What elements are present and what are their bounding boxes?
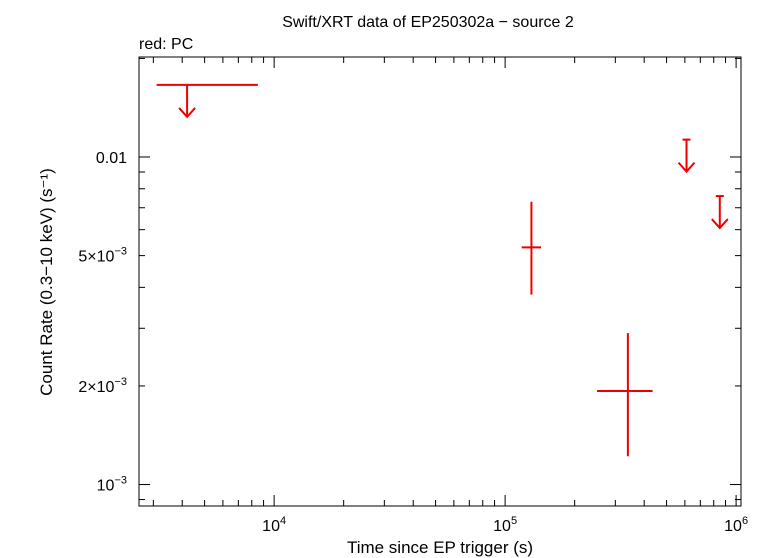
y-tick-label-base: 10 xyxy=(97,478,115,495)
x-tick-label-exponent: 5 xyxy=(511,515,517,527)
y-tick-label-base: 10 xyxy=(97,249,115,266)
y-axis-ticks xyxy=(139,57,741,501)
x-axis-tick-labels: 104 105 106 xyxy=(262,515,748,535)
upper-limit xyxy=(711,195,729,230)
x-tick-label: 104 xyxy=(262,515,286,535)
upper-limit xyxy=(677,138,696,174)
x-tick-label: 106 xyxy=(724,515,748,535)
y-tick-label: 5×10−3 xyxy=(78,246,127,266)
x-tick-label-base: 10 xyxy=(262,518,280,535)
y-axis-label: Count Rate (0.3−10 keV) (s⁻¹) xyxy=(37,168,56,396)
y-tick-label-exponent: −3 xyxy=(114,376,127,388)
y-tick-label: 2×10−3 xyxy=(78,376,127,396)
data-points xyxy=(156,83,729,457)
x-axis-ticks xyxy=(152,57,737,506)
chart-subtitle: red: PC xyxy=(139,36,193,53)
x-axis-label: Time since EP trigger (s) xyxy=(347,538,533,557)
x-tick-label-exponent: 6 xyxy=(742,515,748,527)
y-tick-label-exponent: −3 xyxy=(114,475,127,487)
y-tick-label-mantissa: 5× xyxy=(78,249,96,266)
y-tick-label-base: 10 xyxy=(97,379,115,396)
upper-limit-arrow-head xyxy=(711,218,729,230)
y-tick-label: 10−3 xyxy=(97,475,127,495)
detection-point xyxy=(521,201,541,295)
upper-limit-arrow-head xyxy=(677,161,696,174)
x-tick-label-exponent: 4 xyxy=(280,515,286,527)
plot-frame xyxy=(138,56,742,507)
detection-point xyxy=(597,333,653,457)
y-tick-label-mantissa: 2× xyxy=(78,379,96,396)
chart-title: Swift/XRT data of EP250302a − source 2 xyxy=(282,14,574,31)
x-tick-label-base: 10 xyxy=(724,518,742,535)
x-tick-label: 105 xyxy=(493,515,517,535)
y-tick-label-exponent: −3 xyxy=(114,246,127,258)
upper-limit-arrow-head xyxy=(178,107,196,119)
y-axis-tick-labels: 10−32×10−35×10−30.01 xyxy=(78,150,127,495)
x-tick-label-base: 10 xyxy=(493,518,511,535)
y-tick-label: 0.01 xyxy=(96,150,127,167)
upper-limit xyxy=(156,83,258,119)
